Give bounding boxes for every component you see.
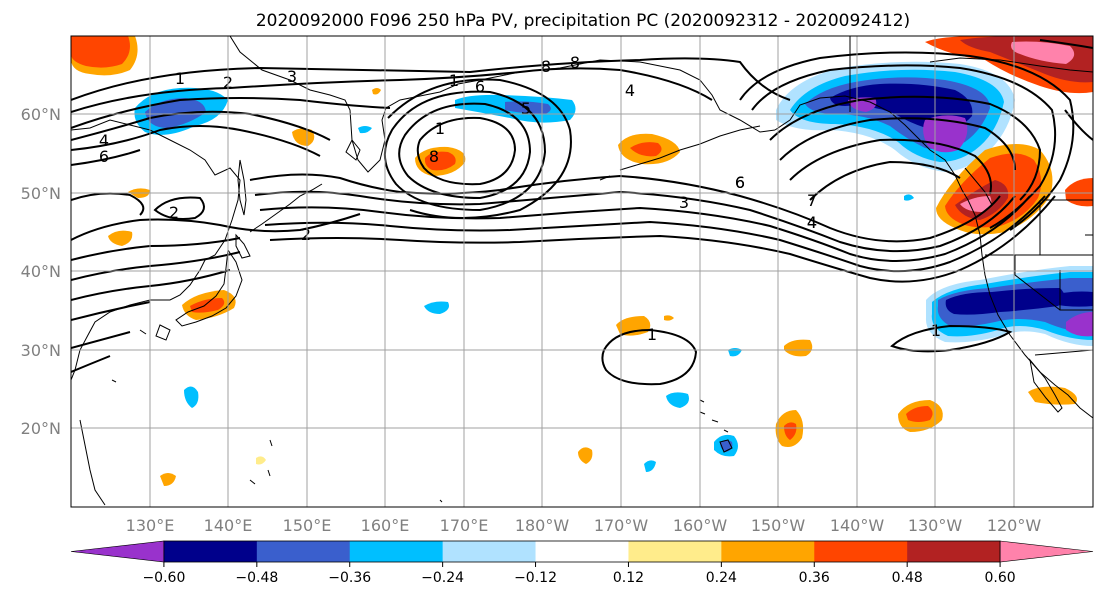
pv-contours xyxy=(71,39,1093,386)
lon-label: 130°E xyxy=(126,516,175,535)
colorbar-swatch xyxy=(163,541,258,562)
contour-label: 5 xyxy=(521,99,531,118)
map-title: 2020092000 F096 250 hPa PV, precipitatio… xyxy=(256,11,910,31)
lon-label: 140°W xyxy=(830,516,885,535)
contour-label: 4 xyxy=(99,131,109,150)
latitude-labels: 60°N 50°N 40°N 30°N 20°N xyxy=(21,105,61,438)
contour-label: 4 xyxy=(625,81,635,100)
map-panel: 1 2 3 4 6 8 1 6 5 4 8 1 8 4 6 2 2 3 6 7 … xyxy=(71,36,1093,507)
colorbar-swatch xyxy=(814,541,908,562)
coastlines xyxy=(71,36,1093,506)
gridlines xyxy=(71,36,1093,507)
longitude-labels: 130°E 140°E 150°E 160°E 170°E 180°W 170°… xyxy=(126,516,1042,535)
contour-label: 4 xyxy=(807,213,817,232)
lon-label: 130°W xyxy=(908,516,963,535)
lon-label: 170°W xyxy=(594,516,649,535)
lon-label: 150°E xyxy=(283,516,332,535)
lat-label: 30°N xyxy=(21,341,61,360)
contour-label: 2 xyxy=(169,203,179,222)
lat-label: 60°N xyxy=(21,105,61,124)
colorbar-swatch xyxy=(70,540,165,563)
lat-label: 40°N xyxy=(21,262,61,281)
colorbar-swatch xyxy=(442,541,537,562)
lon-label: 160°W xyxy=(673,516,728,535)
lon-label: 160°E xyxy=(361,516,410,535)
contour-label: 8 xyxy=(570,53,580,72)
lon-label: 120°W xyxy=(987,516,1042,535)
colorbar-swatch xyxy=(999,540,1094,563)
contour-label: 1 xyxy=(449,71,459,90)
colorbar-tick-label: 0.48 xyxy=(892,570,923,586)
contour-label: 1 xyxy=(647,325,657,344)
contour-label: 3 xyxy=(679,193,689,212)
lat-label: 20°N xyxy=(21,419,61,438)
colorbar-tick-label: 0.60 xyxy=(985,570,1016,586)
colorbar-tick-label: −0.48 xyxy=(235,570,278,586)
colorbar-tick-label: 0.12 xyxy=(613,570,644,586)
colorbar-tick-label: 0.24 xyxy=(706,570,737,586)
colorbar-tick-label: 0.36 xyxy=(799,570,830,586)
colorbar-swatch xyxy=(721,541,815,562)
colorbar-tick-label: −0.12 xyxy=(514,570,557,586)
colorbar-frame xyxy=(163,540,1001,563)
colorbar-swatch xyxy=(535,541,629,562)
contour-label: 1 xyxy=(435,119,445,138)
contour-label: 2 xyxy=(301,225,311,244)
contour-label: 6 xyxy=(475,77,485,96)
colorbar-tick-label: −0.24 xyxy=(421,570,464,586)
colorbar-swatch xyxy=(628,541,722,562)
colorbar-tick-label: −0.60 xyxy=(142,570,185,586)
contour-label: 6 xyxy=(735,173,745,192)
contour-label: 6 xyxy=(99,147,109,166)
contour-label: 4 xyxy=(807,213,817,232)
precipitation-field xyxy=(71,36,1093,486)
contour-label: 8 xyxy=(541,57,551,76)
contour-label: 1 xyxy=(931,321,941,340)
lon-label: 170°E xyxy=(440,516,489,535)
lon-label: 180°W xyxy=(515,516,570,535)
colorbar-swatch xyxy=(349,541,444,562)
contour-label: 6 xyxy=(735,173,745,192)
contour-label: 7 xyxy=(807,191,817,210)
contour-label: 3 xyxy=(287,67,297,86)
lon-label: 150°W xyxy=(751,516,806,535)
lon-label: 140°E xyxy=(204,516,253,535)
colorbar-swatch xyxy=(907,541,1001,562)
colorbar-swatch xyxy=(256,541,351,562)
lat-label: 50°N xyxy=(21,184,61,203)
map-frame xyxy=(70,35,1094,508)
colorbar: −0.60 −0.48 −0.36 −0.24 −0.12 0.12 0.24 0.36 0.4… xyxy=(70,540,1094,586)
contour-label: 8 xyxy=(429,147,439,166)
contour-label: 1 xyxy=(175,69,185,88)
colorbar-tick-label: −0.36 xyxy=(328,570,371,586)
